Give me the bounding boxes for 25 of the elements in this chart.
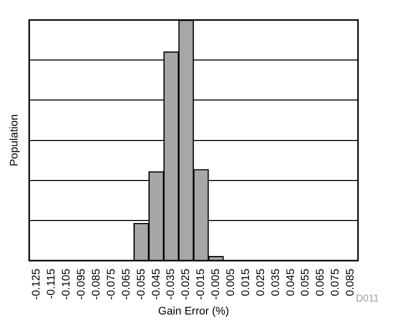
x-tick-label: -0.045 [150, 268, 162, 300]
x-axis-title: Gain Error (%) [158, 305, 230, 318]
x-tick-label: 0.075 [330, 268, 342, 296]
x-tick-label: -0.085 [90, 268, 102, 300]
x-tick-label: -0.015 [195, 268, 208, 300]
x-tick-label: -0.065 [120, 268, 132, 300]
x-tick-label: -0.005 [210, 268, 222, 300]
x-tick-label: 0.065 [314, 268, 327, 296]
x-tick-label: 0.015 [240, 268, 252, 296]
x-tick-label: -0.025 [180, 268, 192, 300]
x-tick-label: -0.115 [46, 268, 58, 299]
x-tick-label: 0.035 [270, 268, 282, 296]
text: D011 [356, 293, 380, 304]
x-tick-label: -0.075 [105, 268, 118, 300]
x-tick-label: -0.055 [135, 268, 148, 300]
x-tick-label: -0.035 [165, 268, 178, 300]
x-tick-label: -0.105 [60, 268, 73, 300]
x-tick-label: -0.125 [30, 268, 43, 300]
y-axis-title: Population [8, 114, 21, 166]
x-tick-label: 0.045 [284, 268, 297, 296]
x-tick-label: -0.095 [76, 268, 88, 300]
x-tick-label: 0.085 [344, 268, 357, 296]
x-tick-label: 0.005 [224, 268, 237, 296]
x-tick-label: 0.025 [254, 268, 267, 296]
x-tick-label: 0.055 [300, 268, 312, 296]
